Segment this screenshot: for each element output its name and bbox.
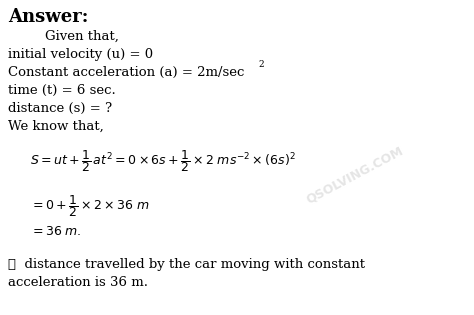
Text: $= 36\;m.$: $= 36\;m.$ bbox=[30, 225, 82, 238]
Text: initial velocity (u) = 0: initial velocity (u) = 0 bbox=[8, 48, 153, 61]
Text: Given that,: Given that, bbox=[45, 30, 119, 43]
Text: We know that,: We know that, bbox=[8, 120, 104, 133]
Text: distance (s) = ?: distance (s) = ? bbox=[8, 102, 112, 115]
Text: $S = ut + \dfrac{1}{2}\,at^2 = 0 \times 6s + \dfrac{1}{2} \times 2\;ms^{-2} \tim: $S = ut + \dfrac{1}{2}\,at^2 = 0 \times … bbox=[30, 148, 296, 174]
Text: Answer:: Answer: bbox=[8, 8, 88, 26]
Text: 2: 2 bbox=[258, 60, 264, 69]
Text: Constant acceleration (a) = 2m/sec: Constant acceleration (a) = 2m/sec bbox=[8, 66, 245, 79]
Text: ∴  distance travelled by the car moving with constant: ∴ distance travelled by the car moving w… bbox=[8, 258, 365, 271]
Text: acceleration is 36 m.: acceleration is 36 m. bbox=[8, 276, 148, 289]
Text: QSOLVING.COM: QSOLVING.COM bbox=[304, 144, 406, 206]
Text: $= 0 + \dfrac{1}{2} \times 2 \times 36\;m$: $= 0 + \dfrac{1}{2} \times 2 \times 36\;… bbox=[30, 193, 149, 219]
Text: time (t) = 6 sec.: time (t) = 6 sec. bbox=[8, 84, 116, 97]
